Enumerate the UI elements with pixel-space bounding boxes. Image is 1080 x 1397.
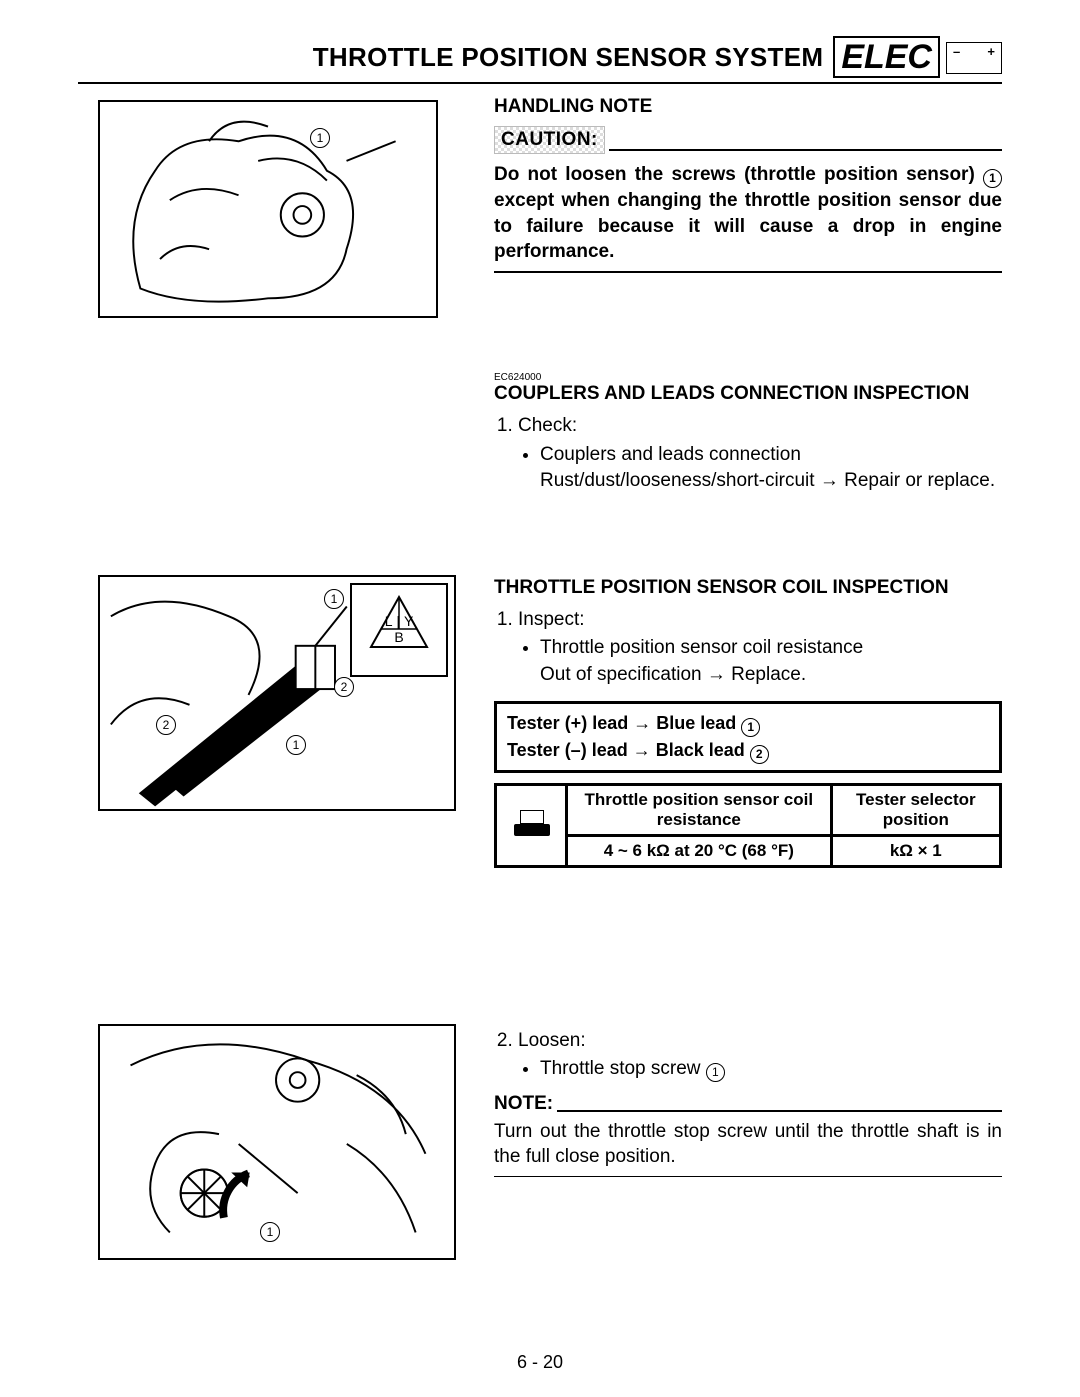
tester-lead-box: Tester (+) lead → Blue lead 1 Tester (–)… bbox=[494, 701, 1002, 773]
loosen-label: Loosen: bbox=[518, 1030, 586, 1051]
callout-1: 1 bbox=[310, 128, 330, 148]
note-body: Turn out the throttle stop screw until t… bbox=[494, 1119, 1002, 1170]
col1-header: Throttle position sensor coil resistance bbox=[567, 784, 832, 835]
tps-bullet-line2: Out of specification → Replace. bbox=[540, 664, 806, 685]
meter-icon-cell bbox=[496, 784, 567, 866]
left-col-2: L | Y B 1 2 2 1 bbox=[78, 575, 478, 811]
inset-B: B bbox=[394, 629, 403, 645]
ref-circle-1: 1 bbox=[983, 169, 1002, 188]
note-label: NOTE: bbox=[494, 1093, 553, 1115]
right-col-3: Loosen: Throttle stop screw 1 NOTE: Turn… bbox=[478, 1024, 1002, 1177]
couplers-bullets: Couplers and leads connection Rust/dust/… bbox=[518, 442, 1002, 495]
tps-bullet: Throttle position sensor coil resistance… bbox=[540, 635, 1002, 688]
lead-neg-ref: 2 bbox=[750, 745, 769, 764]
handling-note-heading: HANDLING NOTE bbox=[494, 96, 1002, 118]
loosen-ref: 1 bbox=[706, 1063, 725, 1082]
loosen-steps: Loosen: Throttle stop screw 1 bbox=[494, 1028, 1002, 1083]
battery-icon: – + bbox=[946, 42, 1002, 74]
couplers-bullet-line2: Rust/dust/looseness/short-circuit → Repa… bbox=[540, 470, 995, 491]
col2-value: kΩ × 1 bbox=[831, 835, 1000, 866]
right-col-1b: EC624000 COUPLERS AND LEADS CONNECTION I… bbox=[478, 372, 1002, 497]
illustration-2: L | Y B 1 2 2 1 bbox=[98, 575, 456, 811]
callout-ref2: 2 bbox=[334, 677, 354, 697]
loosen-step-2: Loosen: Throttle stop screw 1 bbox=[518, 1028, 1002, 1083]
loosen-bullet-text: Throttle stop screw bbox=[540, 1058, 706, 1079]
row-handling-note: 1 HANDLING NOTE CAUTION: Do not loosen t… bbox=[78, 94, 1002, 318]
right-col-1: HANDLING NOTE CAUTION: Do not loosen the… bbox=[478, 94, 1002, 273]
callout-screw-1: 1 bbox=[260, 1222, 280, 1242]
step1-label: Check: bbox=[518, 415, 577, 436]
row-couplers: EC624000 COUPLERS AND LEADS CONNECTION I… bbox=[78, 372, 1002, 497]
couplers-steps: Check: Couplers and leads connection Rus… bbox=[494, 413, 1002, 495]
callout-ref2b: 2 bbox=[156, 715, 176, 735]
page-number: 6 - 20 bbox=[0, 1352, 1080, 1373]
lead-negative: Tester (–) lead → Black lead 2 bbox=[507, 737, 989, 764]
engine-sketch-icon bbox=[100, 102, 436, 316]
callout-ref1a: 1 bbox=[324, 589, 344, 609]
page: THROTTLE POSITION SENSOR SYSTEM ELEC – + bbox=[0, 0, 1080, 1397]
col1-value: 4 ~ 6 kΩ at 20 °C (68 °F) bbox=[567, 835, 832, 866]
caution-rule bbox=[609, 149, 1002, 151]
elec-badge: ELEC bbox=[833, 36, 940, 78]
note-row: NOTE: bbox=[494, 1093, 1002, 1115]
lead-pos-ref: 1 bbox=[741, 718, 760, 737]
lead-pos-text: Tester (+) lead → Blue lead bbox=[507, 713, 741, 733]
page-title: THROTTLE POSITION SENSOR SYSTEM bbox=[313, 36, 824, 78]
tps-heading: THROTTLE POSITION SENSOR COIL INSPECTION bbox=[494, 577, 1002, 599]
table-row: 4 ~ 6 kΩ at 20 °C (68 °F) kΩ × 1 bbox=[496, 835, 1001, 866]
couplers-bullet-line1: Couplers and leads connection bbox=[540, 444, 801, 465]
callout-ref1b: 1 bbox=[286, 735, 306, 755]
note-bottom-rule bbox=[494, 1176, 1002, 1177]
col2-header: Tester selector position bbox=[831, 784, 1000, 835]
couplers-heading: COUPLERS AND LEADS CONNECTION INSPECTION bbox=[494, 383, 1002, 405]
lead-color-inset: L | Y B bbox=[350, 583, 448, 677]
lead-neg-text: Tester (–) lead → Black lead bbox=[507, 740, 750, 760]
illustration-3: 1 bbox=[98, 1024, 456, 1260]
illustration-1: 1 bbox=[98, 100, 438, 318]
loosen-bullet: Throttle stop screw 1 bbox=[540, 1056, 1002, 1083]
loosen-bullets: Throttle stop screw 1 bbox=[518, 1056, 1002, 1083]
multimeter-icon bbox=[514, 810, 548, 836]
caution-label: CAUTION: bbox=[494, 126, 605, 154]
page-header: THROTTLE POSITION SENSOR SYSTEM ELEC – + bbox=[78, 36, 1002, 78]
throttle-screw-icon bbox=[100, 1026, 454, 1258]
left-col-1: 1 bbox=[78, 94, 478, 318]
caution-text-before: Do not loosen the screws (throttle posit… bbox=[494, 164, 983, 185]
note-rule bbox=[557, 1110, 1002, 1112]
battery-minus: – bbox=[953, 44, 960, 59]
caution-row: CAUTION: bbox=[494, 126, 1002, 154]
doc-code: EC624000 bbox=[494, 372, 1002, 383]
inset-letters: L | Y B bbox=[352, 613, 446, 645]
lead-positive: Tester (+) lead → Blue lead 1 bbox=[507, 710, 989, 737]
knob-icon bbox=[181, 1169, 249, 1217]
row-throttle-stop: 1 Loosen: Throttle stop screw 1 NOTE: Tu… bbox=[78, 1024, 1002, 1260]
inset-L: L bbox=[385, 613, 393, 629]
couplers-step-1: Check: Couplers and leads connection Rus… bbox=[518, 413, 1002, 495]
table-row: Throttle position sensor coil resistance… bbox=[496, 784, 1001, 835]
caution-bottom-rule bbox=[494, 271, 1002, 273]
battery-plus: + bbox=[987, 44, 995, 59]
caution-body: Do not loosen the screws (throttle posit… bbox=[494, 162, 1002, 265]
inset-Y: Y bbox=[404, 613, 413, 629]
couplers-bullet: Couplers and leads connection Rust/dust/… bbox=[540, 442, 1002, 495]
caution-text-after: except when changing the throttle positi… bbox=[494, 190, 1002, 262]
right-col-2: THROTTLE POSITION SENSOR COIL INSPECTION… bbox=[478, 575, 1002, 868]
tps-bullets: Throttle position sensor coil resistance… bbox=[518, 635, 1002, 688]
left-col-3: 1 bbox=[78, 1024, 478, 1260]
tps-step-1: Inspect: Throttle position sensor coil r… bbox=[518, 607, 1002, 689]
header-rule bbox=[78, 82, 1002, 84]
tps-steps: Inspect: Throttle position sensor coil r… bbox=[494, 607, 1002, 689]
tps-step1-label: Inspect: bbox=[518, 609, 585, 630]
tps-bullet-line1: Throttle position sensor coil resistance bbox=[540, 637, 863, 658]
spec-table: Throttle position sensor coil resistance… bbox=[494, 783, 1002, 868]
row-tps-coil: L | Y B 1 2 2 1 THROTTLE POSITION SENSOR… bbox=[78, 575, 1002, 868]
